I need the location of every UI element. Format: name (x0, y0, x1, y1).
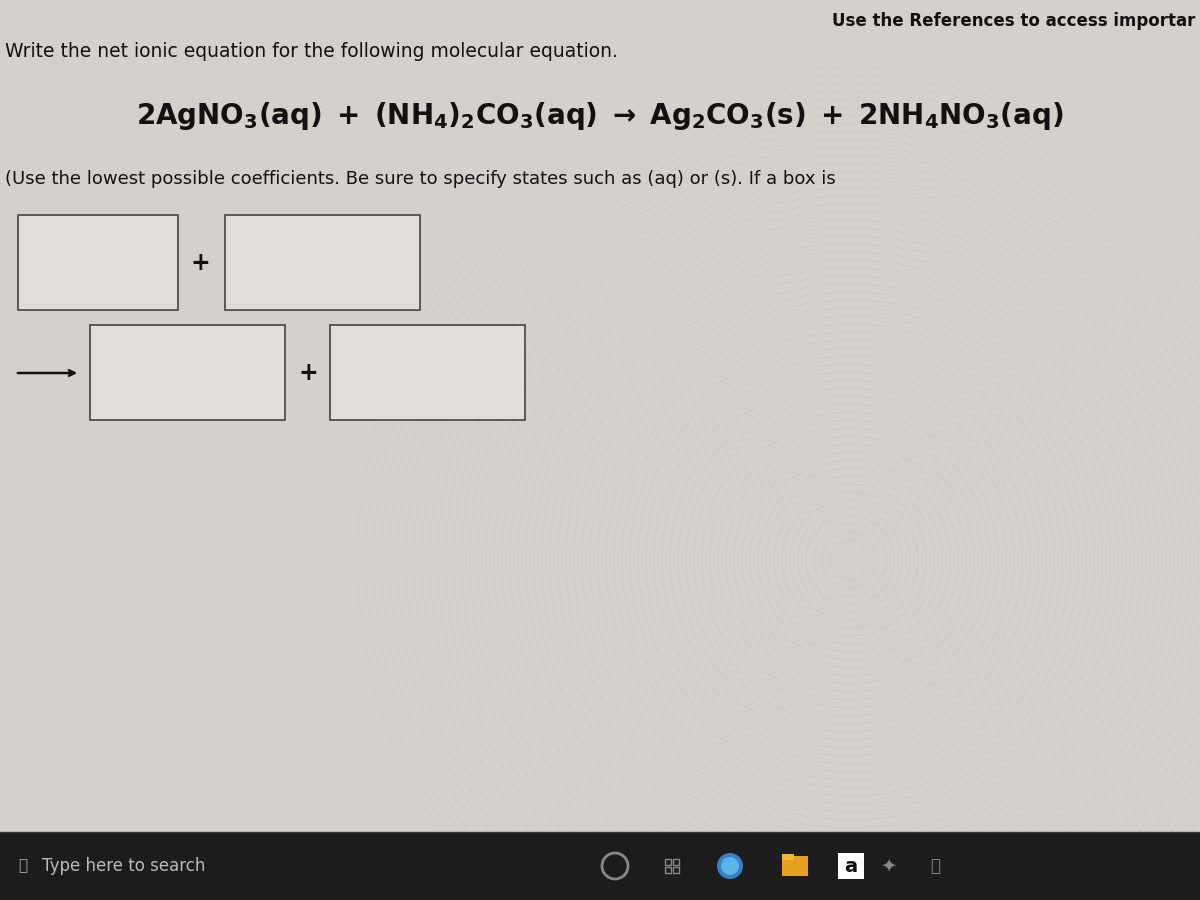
Circle shape (721, 857, 739, 875)
Bar (90, 325, 286, 420)
Text: a: a (845, 857, 858, 876)
Bar (226, 215, 420, 310)
Bar (673, 867, 679, 873)
FancyBboxPatch shape (782, 856, 808, 876)
Bar (330, 325, 526, 420)
Text: Type here to search: Type here to search (42, 857, 205, 875)
Text: ✦: ✦ (880, 857, 896, 876)
Text: +: + (298, 361, 318, 385)
FancyBboxPatch shape (782, 854, 794, 860)
Bar (0, 832, 1200, 900)
Bar (665, 867, 671, 873)
Text: +: + (190, 251, 210, 275)
Text: (Use the lowest possible coefficients. Be sure to specify states such as (aq) or: (Use the lowest possible coefficients. B… (5, 170, 835, 188)
Text: 🌐: 🌐 (930, 857, 940, 875)
Circle shape (718, 853, 743, 879)
Bar (838, 853, 864, 879)
Text: Use the References to access importar: Use the References to access importar (832, 12, 1195, 30)
Bar (18, 215, 178, 310)
Text: $\mathbf{2AgNO_3(aq)\ +\ (NH_4)_2CO_3(aq)\ \rightarrow\ Ag_2CO_3(s)\ +\ 2NH_4NO_: $\mathbf{2AgNO_3(aq)\ +\ (NH_4)_2CO_3(aq… (137, 100, 1063, 132)
Bar (673, 859, 679, 865)
Text: 🔍: 🔍 (18, 859, 28, 874)
Text: Write the net ionic equation for the following molecular equation.: Write the net ionic equation for the fol… (5, 42, 618, 61)
Bar (665, 859, 671, 865)
